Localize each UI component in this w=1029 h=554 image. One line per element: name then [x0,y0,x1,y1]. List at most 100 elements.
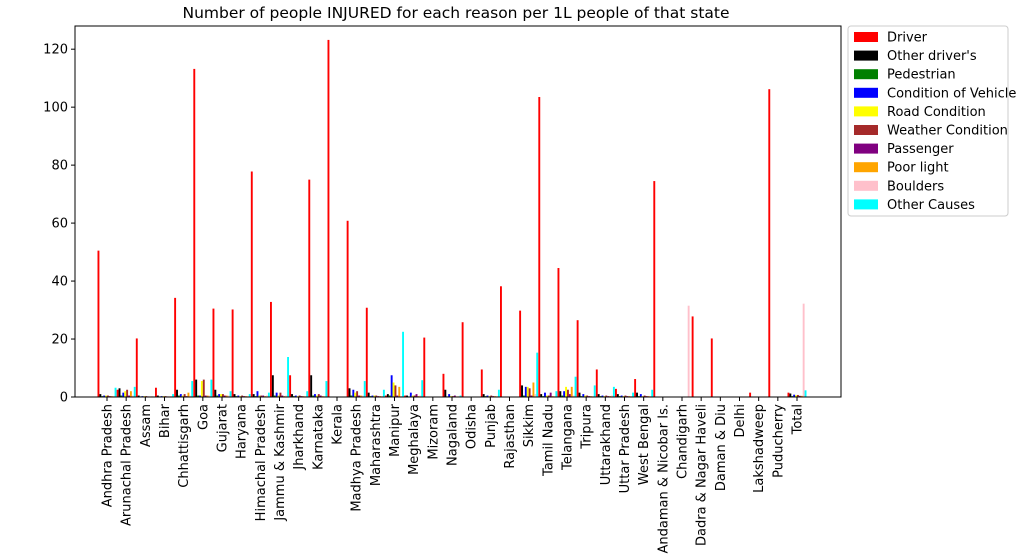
legend-swatch [854,125,878,135]
bar [137,395,140,397]
bar [227,395,230,397]
bar [500,286,502,397]
bar [189,395,192,397]
legend-swatch [854,180,878,191]
x-tick-label: Chhattisgarh [177,404,192,488]
bar [522,395,525,397]
bar [124,391,127,397]
bar [241,395,244,397]
bar [346,220,349,397]
bar [612,386,615,397]
bar [576,320,579,397]
legend-swatch [854,69,878,80]
bar [285,395,288,397]
bar [798,395,801,397]
bar [653,181,656,397]
bar [212,308,215,397]
bar [547,395,550,397]
bar [105,395,107,397]
bar [651,389,654,397]
y-axis: 0 20 40 60 80 100 120 [43,43,75,406]
bar [308,179,311,397]
bar [129,391,132,397]
bar [294,395,297,397]
bar [419,395,422,397]
bar [252,394,255,397]
bar [789,393,792,397]
bar [214,389,217,397]
bar [632,392,634,397]
bar [315,395,318,397]
bar [534,394,537,397]
bar [582,394,585,397]
bar [325,381,328,397]
y-tick-label: 60 [51,217,68,232]
bar [557,268,560,397]
bar [97,250,100,397]
bar [538,97,541,397]
bar [568,394,571,397]
bars-group [97,39,807,398]
bar [804,390,807,397]
legend-label: Poor light [887,161,949,176]
bar [373,395,376,397]
bar [497,389,500,397]
legend-label: Driver [887,31,928,46]
legend-label: Weather Condition [887,124,1008,139]
x-tick-label: Andaman & Nicobar Is. [656,404,671,554]
bar [406,395,408,397]
x-tick-label: Telangana [561,404,576,471]
bar [411,395,414,397]
bar [375,395,378,397]
bar [135,338,138,397]
x-tick-label: Madhya Pradesh [350,404,365,512]
bar [549,392,552,397]
bar [540,394,543,397]
bar [99,394,102,397]
x-tick-label: Goa [196,404,211,430]
bar [310,375,313,397]
bar [202,379,205,397]
x-tick-label: Nagaland [446,404,461,466]
bar [787,392,790,397]
bar [563,391,566,397]
bar [572,395,575,397]
bar [225,395,228,397]
bar [216,395,219,397]
bar [220,394,222,397]
x-tick-label: Odisha [465,404,480,449]
y-tick-label: 80 [51,159,68,174]
bar [442,373,445,397]
bar [536,352,539,397]
x-tick-label: Kerala [331,404,346,445]
bar [103,395,106,397]
bar [237,395,240,397]
bar [459,395,462,397]
x-tick-label: Sikkim [522,404,537,447]
bar [174,297,177,397]
bar [181,395,184,397]
bar [222,394,224,397]
bar [231,309,234,397]
x-tick-label: Karnataka [311,404,326,470]
bar [578,392,581,397]
bar [392,382,395,397]
bar [126,389,129,397]
x-tick-label: Himachal Pradesh [254,404,269,521]
y-tick-label: 100 [43,101,68,116]
bar [275,392,278,397]
bar [402,331,404,397]
bar [521,385,523,397]
legend-label: Passenger [887,142,954,157]
y-tick-label: 40 [51,275,68,290]
bar [545,395,548,397]
bar [176,389,178,397]
bar [350,395,353,397]
bar [404,395,407,397]
bar [620,395,623,397]
bar [634,379,637,397]
bar [597,394,600,397]
x-tick-label: Mizoram [426,404,441,460]
bar [444,389,447,397]
bar [361,395,364,397]
